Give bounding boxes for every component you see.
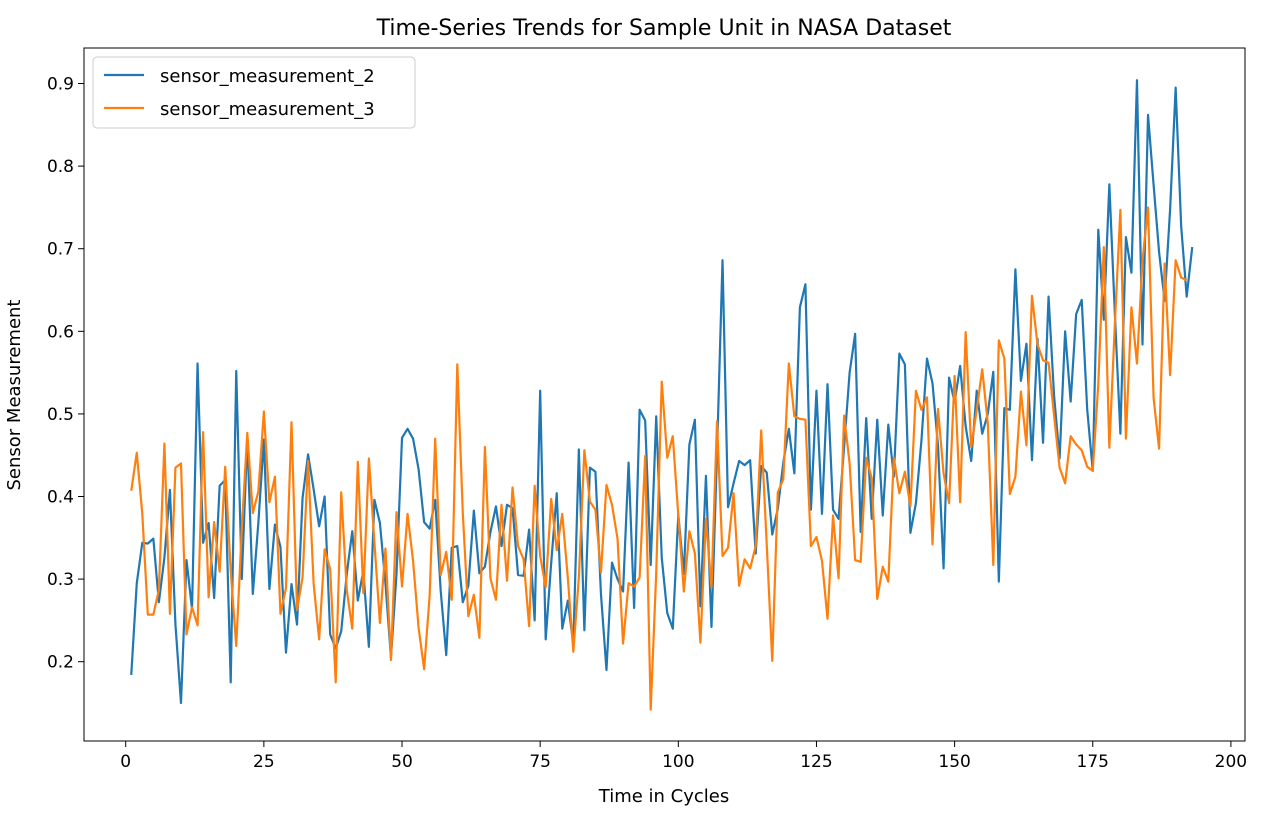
- x-tick-label: 200: [1215, 752, 1247, 772]
- x-tick-label: 175: [1077, 752, 1109, 772]
- x-tick-label: 125: [800, 752, 832, 772]
- x-tick-label: 50: [391, 752, 413, 772]
- y-tick-label: 0.9: [47, 75, 74, 95]
- y-axis: 0.2 0.3 0.4 0.5 0.6 0.7 0.8 0.9: [47, 75, 84, 673]
- legend: sensor_measurement_2 sensor_measurement_…: [92, 56, 416, 129]
- chart-title: Time-Series Trends for Sample Unit in NA…: [376, 16, 952, 41]
- x-axis: 0 25 50 75 100 125 150 175 200: [120, 741, 1247, 772]
- y-tick-label: 0.3: [47, 570, 74, 590]
- series-line-sensor-measurement-2: [130, 79, 1194, 705]
- y-tick-label: 0.8: [47, 157, 74, 177]
- x-tick-label: 75: [529, 752, 551, 772]
- plot-lines: [130, 79, 1194, 711]
- x-tick-label: 100: [662, 752, 694, 772]
- y-tick-label: 0.4: [47, 488, 74, 508]
- legend-label-sensor-3: sensor_measurement_3: [160, 99, 375, 120]
- plot-frame: [83, 47, 1246, 742]
- x-tick-label: 150: [938, 752, 970, 772]
- y-tick-label: 0.2: [47, 653, 74, 673]
- y-axis-label: Sensor Measurement: [4, 300, 25, 491]
- y-tick-label: 0.7: [47, 240, 74, 260]
- y-tick-label: 0.5: [47, 405, 74, 425]
- x-axis-label: Time in Cycles: [598, 786, 729, 807]
- x-tick-label: 0: [120, 752, 131, 772]
- x-tick-label: 25: [253, 752, 275, 772]
- series-line-sensor-measurement-3: [130, 206, 1188, 711]
- y-tick-label: 0.6: [47, 322, 74, 342]
- legend-label-sensor-2: sensor_measurement_2: [160, 66, 375, 87]
- legend-box: [92, 56, 416, 129]
